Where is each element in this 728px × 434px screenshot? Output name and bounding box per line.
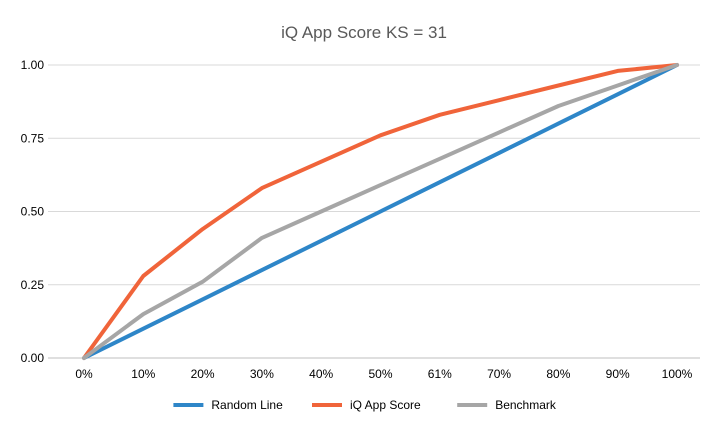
- x-tick-label: 0%: [75, 367, 93, 381]
- chart-title: iQ App Score KS = 31: [281, 23, 447, 42]
- x-tick-label: 50%: [368, 367, 392, 381]
- series-lines: [82, 63, 679, 360]
- x-axis-ticks: 0% 10% 20% 30% 40% 50% 61% 70% 80% 90% 100%: [75, 367, 692, 381]
- x-tick-label: 90%: [606, 367, 630, 381]
- y-tick-label: 0.00: [21, 351, 45, 365]
- y-axis-ticks: 0.00 0.25 0.50 0.75 1.00: [21, 58, 45, 365]
- x-tick-label: 61%: [428, 367, 452, 381]
- y-tick-label: 0.75: [21, 131, 45, 145]
- legend-label-benchmark: Benchmark: [495, 398, 557, 412]
- legend-label-iq-app-score: iQ App Score: [350, 398, 421, 412]
- series-line-random-line: [82, 63, 679, 360]
- x-tick-label: 80%: [546, 367, 570, 381]
- series-line-benchmark: [82, 63, 679, 360]
- x-tick-label: 100%: [662, 367, 693, 381]
- y-tick-label: 0.25: [21, 278, 45, 292]
- x-tick-label: 20%: [191, 367, 215, 381]
- x-tick-label: 70%: [487, 367, 511, 381]
- y-tick-label: 0.50: [21, 205, 45, 219]
- legend: Random Line iQ App Score Benchmark: [173, 398, 557, 412]
- gridlines: [48, 64, 700, 359]
- x-tick-label: 30%: [250, 367, 274, 381]
- x-tick-label: 10%: [131, 367, 155, 381]
- legend-label-random-line: Random Line: [211, 398, 283, 412]
- series-line-iq-app-score: [82, 63, 679, 360]
- x-tick-label: 40%: [309, 367, 333, 381]
- y-tick-label: 1.00: [21, 58, 45, 72]
